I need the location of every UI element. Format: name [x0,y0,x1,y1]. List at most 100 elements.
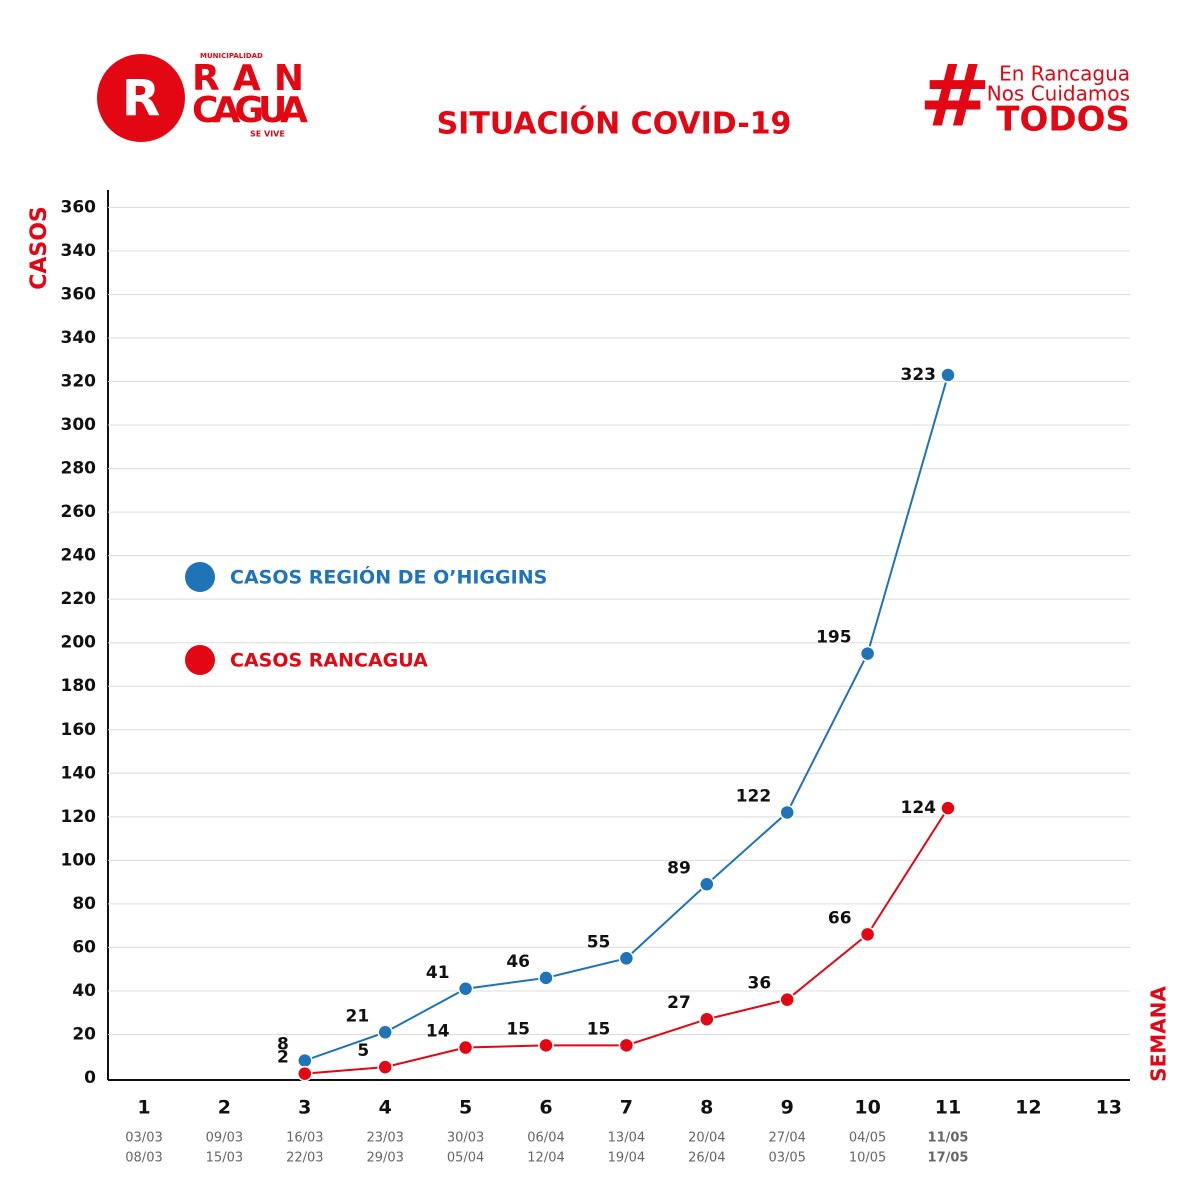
point [457,1039,474,1056]
value-label: 15 [506,1019,530,1039]
point [538,1037,554,1054]
point [699,1011,715,1027]
point [779,804,795,821]
legend-marker [185,562,215,592]
y-tick-label: 360 [61,197,97,217]
date-label: 06/04 [527,1131,564,1146]
value-label: 46 [506,952,530,972]
value-label: 5 [357,1041,369,1061]
y-tick-label: 340 [61,328,97,348]
value-label: 8 [277,1035,289,1055]
y-tick-label: 360 [61,284,97,304]
y-tick-label: 60 [72,937,96,957]
y-tick-label: 180 [61,676,97,696]
x-tick-label: 13 [1096,1097,1122,1119]
value-label: 27 [667,993,691,1013]
x-tick-label: 8 [700,1097,713,1119]
series-line [304,807,949,1075]
y-tick-label: 0 [84,1068,96,1088]
logo-tagline: SE VIVE [250,130,285,139]
value-label: 21 [346,1006,370,1026]
date-label: 22/03 [286,1151,323,1166]
x-tick-label: 5 [459,1097,472,1119]
x-tick-label: 1 [137,1097,150,1119]
x-tick-label: 4 [379,1097,392,1119]
value-label: 89 [667,858,691,878]
y-axis-label: CASOS [27,206,52,290]
legend-label: CASOS REGIÓN DE O’HIGGINS [230,565,547,589]
date-label: 27/04 [768,1131,805,1146]
logo-top: MUNICIPALIDAD [200,52,263,60]
x-tick-label: 2 [218,1097,231,1119]
point [297,1052,313,1069]
value-label: 323 [901,365,937,385]
date-label: 09/03 [206,1131,243,1146]
value-label: 15 [587,1019,611,1039]
y-tick-label: 80 [72,894,96,914]
point [699,876,715,893]
point [940,800,956,816]
date-label: 20/04 [688,1131,725,1146]
y-tick-label: 300 [61,415,97,435]
point [940,367,956,383]
date-label: 23/03 [366,1131,403,1146]
point [618,1037,635,1054]
point [538,970,554,986]
date-label: 16/03 [286,1131,323,1146]
date-label: 11/05 [928,1131,969,1146]
x-axis-label: SEMANA [1147,986,1171,1082]
y-tick-label: 340 [61,241,97,261]
x-tick-label: 7 [620,1097,633,1119]
value-label: 122 [736,786,772,806]
value-label: 124 [901,798,937,818]
value-label: 195 [816,628,852,648]
date-label: 15/03 [206,1151,243,1166]
y-tick-label: 160 [61,720,97,740]
value-label: 41 [426,963,450,983]
x-tick-label: 6 [539,1097,552,1119]
chart-title: SITUACIÓN COVID-19 [437,105,792,142]
point [377,1059,393,1075]
value-label: 2 [277,1048,289,1068]
date-label: 19/04 [608,1151,645,1166]
y-tick-label: 220 [61,589,97,609]
logo-line: CAGUA [192,90,308,131]
date-label: 13/04 [608,1131,645,1146]
logo-mark: R [122,70,161,128]
y-tick-label: 120 [61,807,97,827]
date-label: 03/03 [125,1131,162,1146]
tag-line: En Rancagua [999,62,1130,86]
y-tick-label: 240 [61,546,97,566]
point [859,645,876,662]
date-label: 10/05 [849,1151,886,1166]
point [297,1065,313,1082]
x-tick-label: 10 [854,1097,880,1119]
value-label: 14 [426,1022,450,1042]
date-label: 30/03 [447,1131,484,1146]
point [377,1024,393,1041]
point [779,991,795,1008]
legend-marker [185,645,215,675]
point [859,926,876,943]
date-label: 29/03 [366,1151,403,1166]
date-label: 08/03 [125,1151,162,1166]
y-tick-label: 140 [61,763,97,783]
logo-circle [97,54,185,142]
date-label: 12/04 [527,1151,564,1166]
tag-line: Nos Cuidamos [987,82,1130,106]
point [618,950,635,967]
value-label: 66 [828,908,852,928]
x-tick-label: 9 [781,1097,794,1119]
x-tick-label: 11 [935,1097,961,1119]
date-label: 17/05 [928,1151,969,1166]
legend-label: CASOS RANCAGUA [230,650,428,672]
y-tick-label: 200 [61,633,97,653]
value-label: 36 [748,974,772,994]
date-label: 03/05 [768,1151,805,1166]
date-label: 26/04 [688,1151,725,1166]
point [457,981,474,997]
date-label: 05/04 [447,1151,484,1166]
x-tick-label: 12 [1015,1097,1041,1119]
x-tick-label: 3 [298,1097,311,1119]
